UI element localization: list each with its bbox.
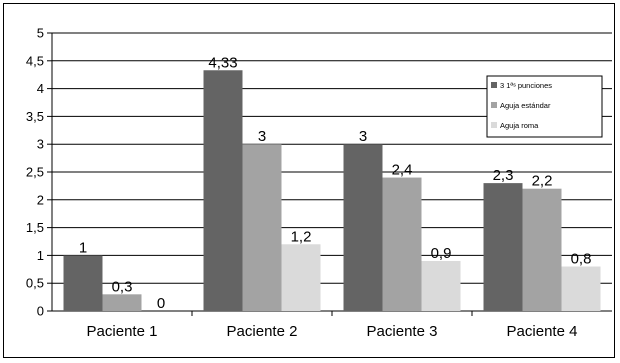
bar [204,70,243,311]
x-category-label: Paciente 3 [367,323,438,340]
legend-swatch [491,122,497,128]
bar [562,267,601,311]
bar [523,189,562,311]
data-label: 1 [79,239,87,256]
legend-label: Aguja roma [500,121,539,130]
legend: 3 1ªˢ punciones Aguja estándar Aguja roma [487,76,602,137]
y-tick-label: 5 [37,26,44,41]
y-tick-label: 4 [37,81,44,96]
data-label: 2,3 [493,167,514,184]
data-label: 0,8 [571,251,592,268]
bar [422,261,461,311]
y-tick-label: 1,5 [26,220,44,235]
data-label: 4,33 [208,54,237,71]
x-category-label: Paciente 4 [507,323,578,340]
y-tick-label: 4,5 [26,53,44,68]
data-label: 0,3 [112,278,133,295]
data-label: 3 [258,128,266,145]
y-tick-label: 0 [37,304,44,319]
data-label: 2,4 [392,162,413,179]
legend-label: Aguja estándar [500,101,551,110]
y-tick-label: 0,5 [26,276,44,291]
legend-label: 3 1ªˢ punciones [500,81,552,90]
data-label: 2,2 [532,173,553,190]
bar [64,255,103,311]
bar [484,183,523,311]
x-category-label: Paciente 2 [227,323,298,340]
y-tick-label: 3,5 [26,109,44,124]
bar [344,144,383,311]
data-label: 0 [157,295,165,312]
y-tick-label: 3 [37,137,44,152]
data-label: 1,2 [291,228,312,245]
data-label: 3 [359,128,367,145]
legend-swatch [491,102,497,108]
legend-swatch [491,82,497,88]
bar [383,178,422,311]
y-tick-label: 1 [37,248,44,263]
x-category-label: Paciente 1 [87,323,158,340]
bar [282,244,321,311]
bar [243,144,282,311]
y-tick-label: 2 [37,192,44,207]
y-tick-label: 2,5 [26,165,44,180]
data-label: 0,9 [431,245,452,262]
bar [103,294,142,311]
